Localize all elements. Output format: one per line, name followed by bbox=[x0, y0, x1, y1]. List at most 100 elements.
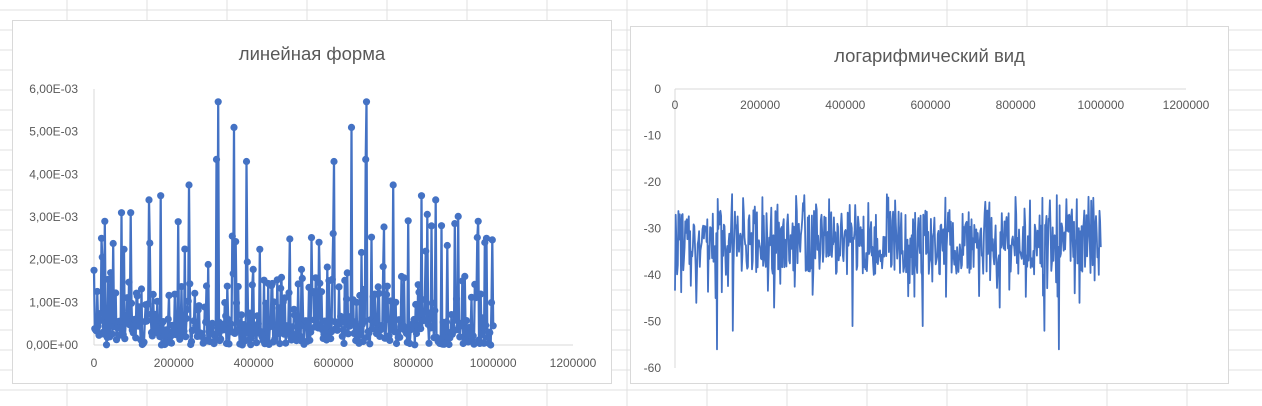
data-point-marker bbox=[328, 275, 336, 283]
x-tick-label: 1000000 bbox=[470, 356, 517, 370]
data-point-marker bbox=[368, 325, 376, 333]
data-point-marker bbox=[108, 330, 116, 338]
data-point-marker bbox=[378, 324, 386, 332]
chart-log-view[interactable]: логарифмический вид 0 -10 -20 -30 -40 -50 -60 0… bbox=[630, 26, 1229, 384]
data-point-marker bbox=[487, 299, 496, 307]
chart-plot-area: 0,00E+00 1,00E-03 2,00E-03 3,00E-03 4,00E-03… bbox=[26, 82, 597, 370]
data-point-marker bbox=[281, 294, 289, 302]
data-point-marker bbox=[267, 322, 275, 330]
data-point-marker bbox=[330, 157, 338, 166]
data-point-marker bbox=[228, 232, 236, 240]
data-point-marker bbox=[344, 330, 352, 338]
data-point-marker bbox=[477, 290, 485, 298]
data-point-marker bbox=[489, 322, 497, 330]
data-point-marker bbox=[452, 295, 461, 303]
data-point-marker bbox=[415, 288, 423, 296]
data-point-marker bbox=[127, 299, 136, 307]
data-point-marker bbox=[482, 321, 490, 329]
data-point-marker bbox=[432, 196, 440, 204]
y-tick-label: -50 bbox=[644, 315, 662, 329]
data-point-marker bbox=[400, 274, 408, 282]
data-point-marker bbox=[221, 299, 229, 307]
data-point-marker bbox=[306, 336, 314, 344]
data-point-marker bbox=[337, 312, 345, 320]
data-point-marker bbox=[374, 283, 382, 291]
y-tick-label: 0 bbox=[654, 82, 661, 96]
data-point-marker bbox=[148, 332, 156, 340]
data-point-marker bbox=[317, 288, 326, 296]
data-point-marker bbox=[127, 209, 135, 217]
data-point-marker bbox=[473, 233, 481, 242]
y-tick-label: 6,00E-03 bbox=[29, 82, 78, 96]
data-point-marker bbox=[212, 155, 221, 163]
data-point-marker bbox=[357, 248, 366, 257]
data-point-marker bbox=[362, 98, 371, 106]
data-point-marker bbox=[237, 311, 246, 319]
data-point-marker bbox=[98, 253, 106, 261]
data-point-marker bbox=[140, 338, 148, 346]
data-point-marker bbox=[272, 330, 281, 338]
data-point-marker bbox=[462, 317, 471, 325]
y-tick-label: 0,00E+00 bbox=[26, 338, 78, 352]
data-point-marker bbox=[268, 279, 276, 288]
data-point-marker bbox=[285, 289, 293, 297]
data-point-marker bbox=[379, 263, 387, 271]
data-point-marker bbox=[290, 305, 298, 313]
data-point-marker bbox=[202, 282, 211, 290]
data-point-marker bbox=[227, 320, 235, 328]
data-point-marker bbox=[249, 265, 257, 273]
x-tick-label: 1200000 bbox=[550, 356, 597, 370]
x-tick-label: 800000 bbox=[393, 356, 433, 370]
data-point-marker bbox=[182, 333, 190, 341]
data-point-marker bbox=[478, 314, 486, 322]
data-point-marker bbox=[93, 287, 101, 296]
data-point-marker bbox=[298, 274, 306, 282]
data-point-marker bbox=[477, 331, 486, 339]
data-point-marker bbox=[461, 272, 469, 280]
data-point-marker bbox=[167, 339, 176, 347]
data-point-marker bbox=[186, 280, 194, 288]
data-point-marker bbox=[246, 309, 254, 317]
data-point-marker bbox=[177, 283, 186, 291]
data-point-marker bbox=[437, 222, 446, 230]
data-point-marker bbox=[423, 210, 431, 218]
data-point-marker bbox=[327, 335, 335, 343]
data-point-marker bbox=[410, 315, 418, 324]
data-point-marker bbox=[316, 279, 324, 287]
data-point-marker bbox=[307, 234, 316, 242]
x-tick-label: 200000 bbox=[154, 356, 194, 370]
data-point-marker bbox=[137, 285, 146, 293]
data-point-marker bbox=[125, 278, 133, 286]
data-point-marker bbox=[164, 315, 172, 323]
data-point-marker bbox=[165, 291, 173, 299]
data-point-marker bbox=[467, 324, 475, 332]
data-point-marker bbox=[487, 341, 495, 349]
data-point-marker bbox=[256, 245, 264, 253]
data-point-marker bbox=[230, 123, 238, 131]
data-point-marker bbox=[288, 323, 296, 331]
data-point-marker bbox=[342, 295, 351, 303]
data-point-marker bbox=[372, 317, 380, 326]
chart-linear-form[interactable]: линейная форма 0,00E+00 1,00E-03 2,00E-03 3… bbox=[12, 20, 612, 384]
data-point-marker bbox=[254, 320, 262, 328]
chart-title: линейная форма bbox=[238, 43, 386, 64]
data-point-marker bbox=[181, 245, 189, 253]
data-point-marker bbox=[482, 234, 491, 242]
data-point-marker bbox=[375, 289, 383, 297]
y-tick-label: 5,00E-03 bbox=[29, 125, 78, 139]
data-point-marker bbox=[120, 245, 128, 253]
data-point-marker bbox=[195, 302, 203, 310]
data-point-marker bbox=[232, 299, 241, 307]
data-point-marker bbox=[242, 329, 250, 337]
data-point-marker bbox=[146, 239, 154, 247]
data-point-marker bbox=[341, 276, 349, 284]
data-point-marker bbox=[94, 322, 102, 330]
data-point-marker bbox=[183, 305, 191, 314]
y-tick-label: -30 bbox=[644, 222, 662, 236]
data-point-marker bbox=[428, 299, 436, 307]
data-point-marker bbox=[277, 273, 286, 281]
data-point-marker bbox=[411, 341, 419, 349]
data-point-marker bbox=[286, 235, 294, 243]
data-point-marker bbox=[392, 339, 401, 348]
x-tick-label: 600000 bbox=[313, 356, 353, 370]
